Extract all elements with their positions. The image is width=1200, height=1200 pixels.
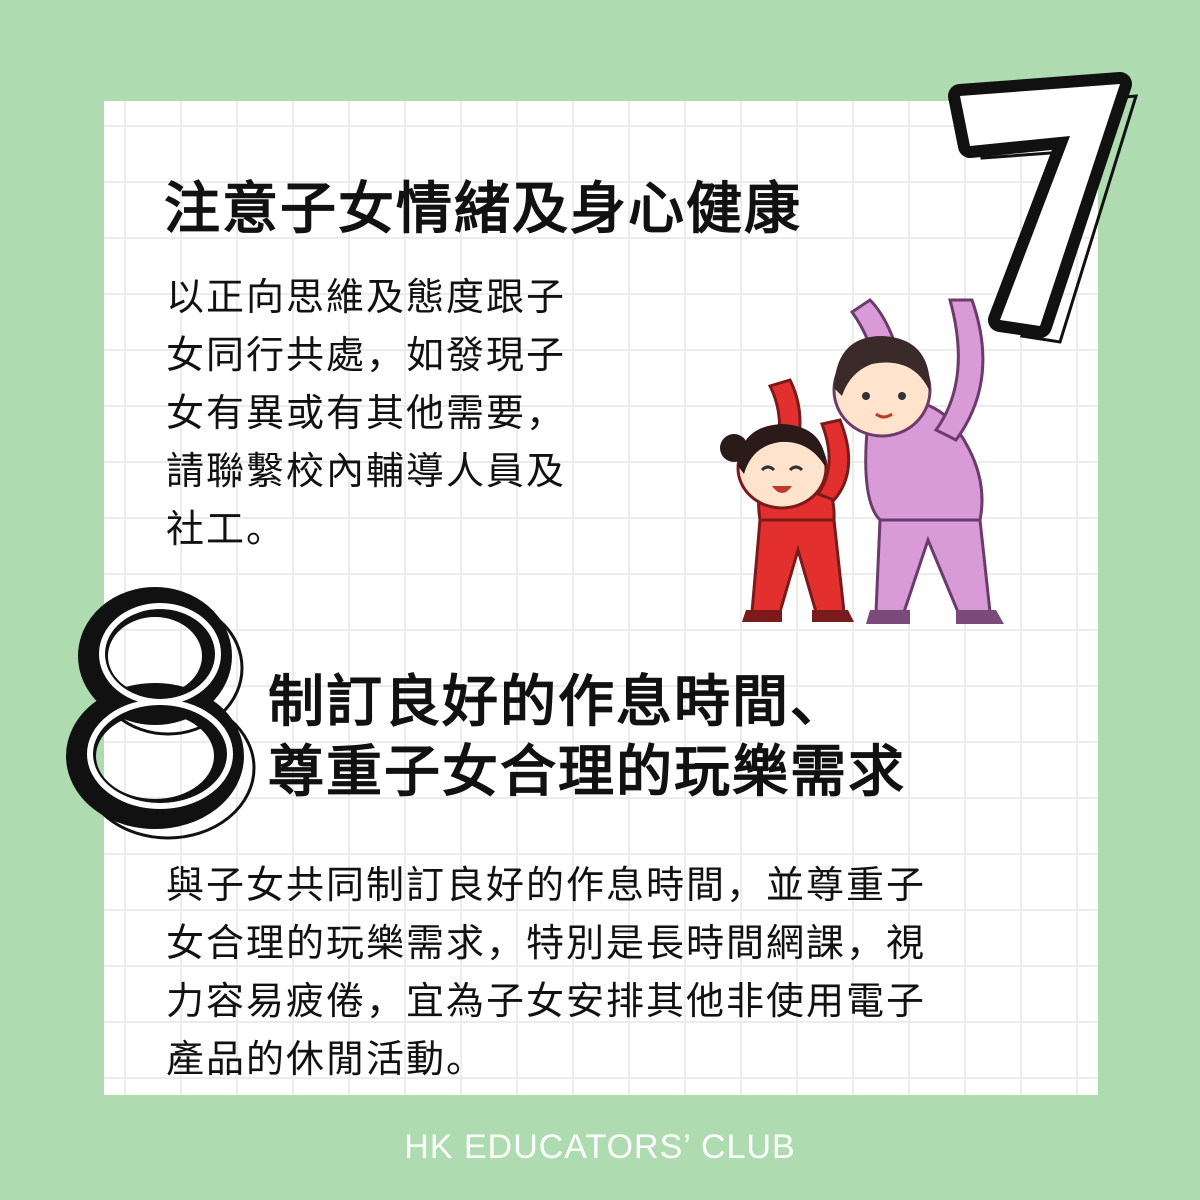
section-8-title: 制訂良好的作息時間、 尊重子女合理的玩樂需求 <box>268 670 906 805</box>
section-7-body: 以正向思維及態度跟子 女同行共處，如發現子 女有異或有其他需要， 請聯繫校內輔導… <box>166 275 567 551</box>
section-8-body: 與子女共同制訂良好的作息時間，並尊重子 女合理的玩樂需求，特別是長時間網課，視 … <box>166 863 927 1081</box>
footer-brand: HK EDUCATORS’ CLUB <box>404 1128 796 1166</box>
section-7-title: 注意子女情緒及身心健康 <box>164 177 802 242</box>
